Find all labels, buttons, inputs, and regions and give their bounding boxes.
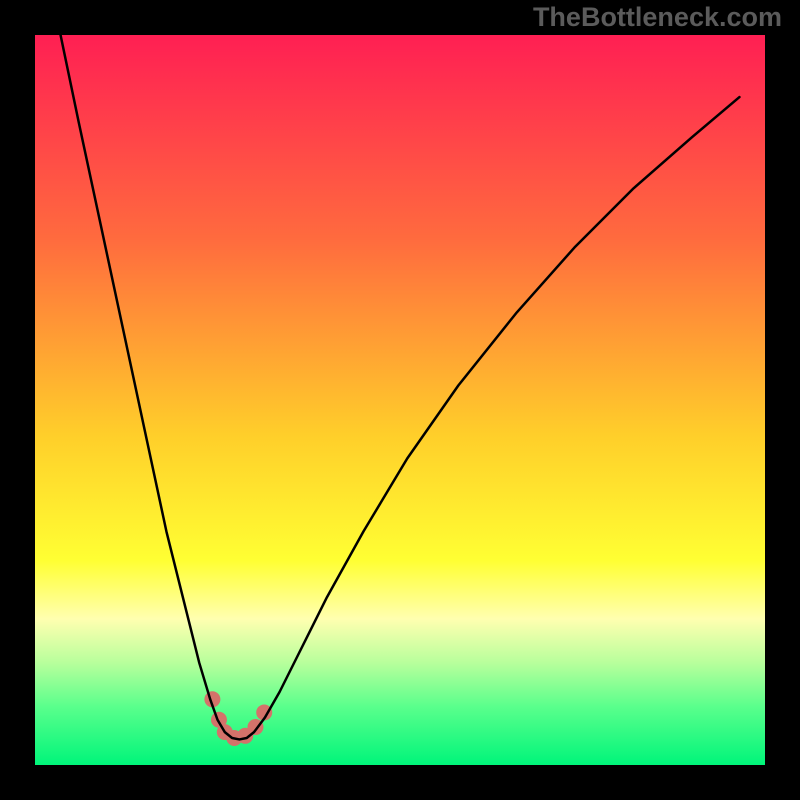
marker-group bbox=[204, 691, 272, 746]
curve-layer bbox=[35, 35, 765, 765]
watermark-text: TheBottleneck.com bbox=[533, 2, 782, 33]
v-curve-path bbox=[61, 35, 740, 739]
chart-container: TheBottleneck.com bbox=[0, 0, 800, 800]
plot-area bbox=[35, 35, 765, 765]
